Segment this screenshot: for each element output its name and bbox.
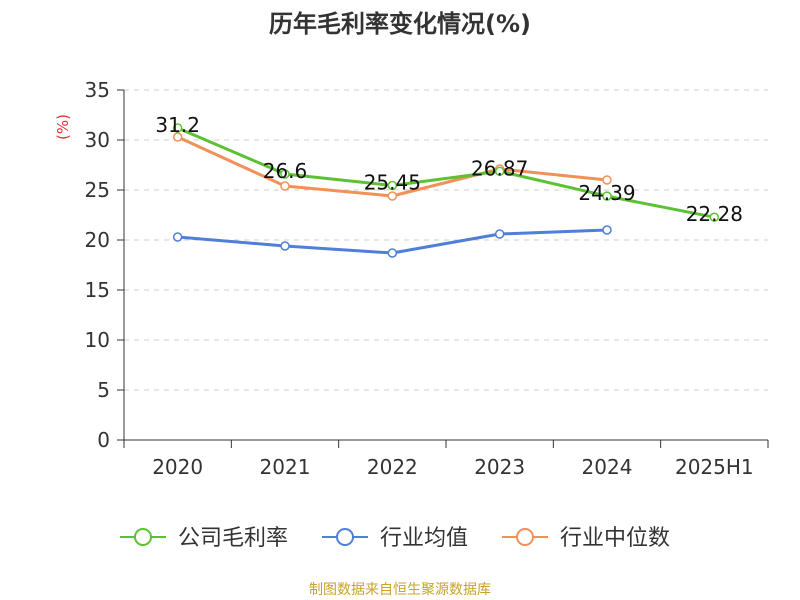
data-point-0-5[interactable] [709,212,720,222]
x-tick-label-2025H1: 2025H1 [675,455,754,479]
chart-title: 历年毛利率变化情况(%) [269,10,531,38]
x-tick-label-2024: 2024 [582,455,633,479]
legend-item-0[interactable]: 公司毛利率 [120,526,288,551]
data-point-0-0[interactable] [172,123,183,133]
series-1 [172,225,612,258]
data-point-1-2[interactable] [387,248,398,258]
data-point-2-2[interactable] [387,191,398,201]
data-point-1-0[interactable] [172,232,183,242]
data-label-0-3: 26.87 [471,156,528,180]
x-tick-label-2020: 2020 [152,455,203,479]
y-tick-label-15: 15 [85,278,110,302]
data-point-1-4[interactable] [602,225,612,235]
data-point-1-3[interactable] [494,229,505,239]
y-tick-label-5: 5 [97,378,110,402]
data-point-2-4[interactable] [602,175,612,185]
series-0 [172,123,720,222]
legend-swatch-marker-0 [134,528,152,546]
data-point-0-4[interactable] [602,191,612,201]
y-tick-label-0: 0 [97,428,110,452]
data-label-0-0: 31.2 [155,113,200,137]
legend-swatch-marker-2 [516,528,534,546]
data-labels: 31.2 26.6 25.45 26.87 24.39 22.28 [155,113,743,226]
axes: 0 5 10 15 20 25 30 35 2020 2021 2022 2023 2024 2025H1 [85,78,769,479]
data-label-0-2: 25.45 [364,171,421,195]
source-note: 制图数据来自恒生聚源数据库 [309,582,491,598]
data-label-0-5: 22.28 [686,202,743,226]
y-tick-label-35: 35 [85,78,110,102]
x-tick-label-2022: 2022 [367,455,418,479]
data-label-0-4: 24.39 [578,181,635,205]
y-tick-label-30: 30 [85,128,110,152]
data-point-0-2[interactable] [387,180,398,191]
series-line-0 [177,126,715,219]
legend-swatch-marker-1 [336,528,354,546]
legend-label-1: 行业均值 [380,526,468,551]
legend-item-1[interactable]: 行业均值 [322,526,468,551]
y-tick-label-20: 20 [85,228,110,252]
x-tick-label-2021: 2021 [260,455,311,479]
data-point-2-1[interactable] [280,181,290,191]
data-point-2-0[interactable] [172,132,183,142]
legend-item-2[interactable]: 行业中位数 [502,526,670,551]
y-axis-unit-label: (%) [54,114,72,140]
data-label-0-1: 26.6 [263,159,308,183]
data-point-1-1[interactable] [280,241,290,251]
legend: 公司毛利率 行业均值 行业中位数 [120,526,670,551]
y-tick-label-25: 25 [85,178,110,202]
legend-label-0: 公司毛利率 [178,526,288,551]
legend-label-2: 行业中位数 [560,526,670,551]
data-point-0-3[interactable] [494,166,505,177]
gridlines [124,89,768,391]
y-tick-label-10: 10 [85,328,110,352]
series-layer [172,123,720,258]
x-tick-label-2023: 2023 [474,455,525,479]
data-point-0-1[interactable] [280,169,290,179]
